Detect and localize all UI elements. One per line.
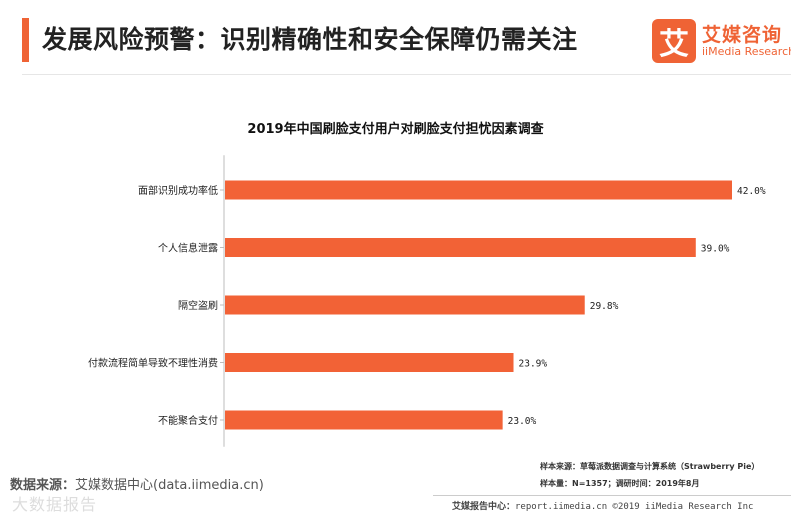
bar <box>225 295 585 315</box>
category-label: 不能聚合支付 <box>158 414 218 427</box>
sample-source-note: 样本来源：草莓派数据调查与计算系统（Strawberry Pie） <box>540 462 760 471</box>
bar <box>225 180 732 200</box>
data-source-label: 数据来源： <box>10 478 76 493</box>
logo-mark: 艾 <box>652 19 696 63</box>
footer-divider <box>433 495 791 496</box>
iimedia-logo: 艾 艾媒咨询 iiMedia Research <box>652 19 791 63</box>
value-label: 42.0% <box>737 186 766 197</box>
report-center: 艾媒报告中心：report.iimedia.cn ©2019 iiMedia R… <box>452 499 753 512</box>
chart-title: 2019年中国刷脸支付用户对刷脸支付担忧因素调查 <box>247 122 544 137</box>
bar <box>225 410 503 430</box>
bar <box>225 238 696 257</box>
value-label: 23.0% <box>508 416 537 427</box>
data-source: 数据来源：艾媒数据中心(data.iimedia.cn) <box>10 474 264 493</box>
category-label: 付款流程简单导致不理性消费 <box>88 357 218 370</box>
category-label: 隔空盗刷 <box>178 299 218 312</box>
value-label: 29.8% <box>590 301 619 312</box>
logo-en-text: iiMedia Research <box>702 45 791 58</box>
title-accent-bar <box>22 18 29 62</box>
page-title: 发展风险预警：识别精确性和安全保障仍需关注 <box>42 25 578 54</box>
category-label: 面部识别成功率低 <box>138 184 218 197</box>
report-center-value: report.iimedia.cn ©2019 iiMedia Research… <box>515 502 754 512</box>
header-divider <box>22 74 791 75</box>
value-label: 23.9% <box>519 359 548 370</box>
sample-size-note: 样本量：N=1357；调研时间：2019年8月 <box>540 479 700 488</box>
logo-cn-text: 艾媒咨询 <box>702 24 783 46</box>
data-source-value: 艾媒数据中心(data.iimedia.cn) <box>75 478 264 493</box>
value-label: 39.0% <box>701 244 730 255</box>
bar <box>225 353 514 372</box>
watermark-text: 大数据报告 <box>12 495 98 514</box>
report-center-label: 艾媒报告中心： <box>452 502 516 512</box>
category-label: 个人信息泄露 <box>158 242 218 255</box>
